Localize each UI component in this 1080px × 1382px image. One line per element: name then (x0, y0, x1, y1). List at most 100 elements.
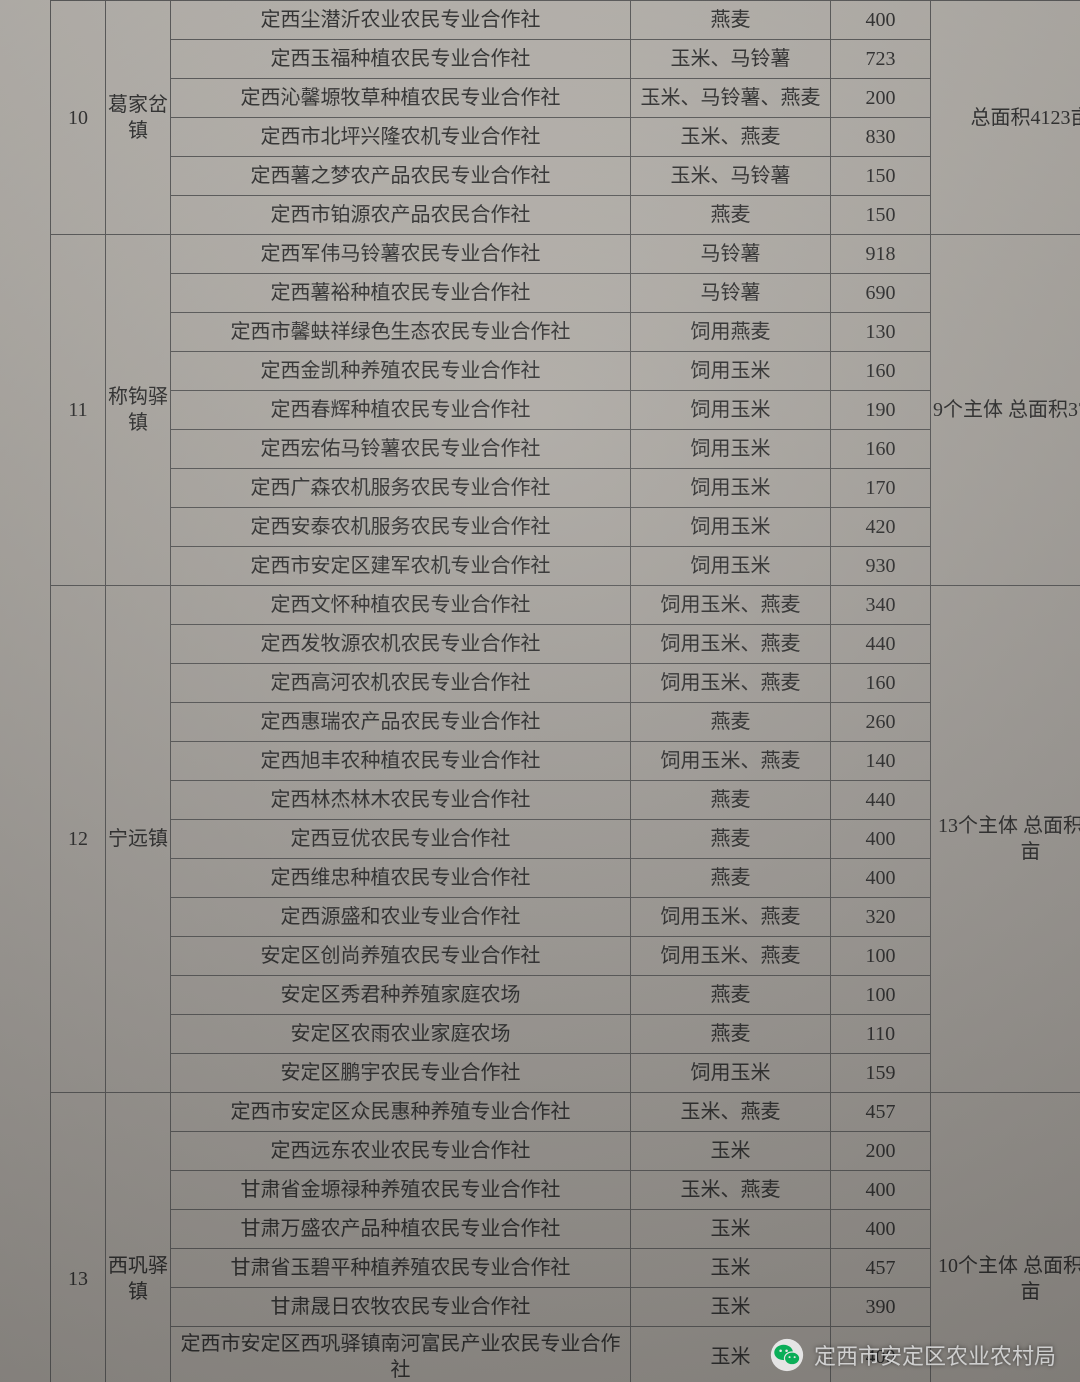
wechat-icon (770, 1338, 804, 1372)
table-row: 定西安泰农机服务农民专业合作社饲用玉米420 (51, 508, 1080, 547)
cell-cooperative-name: 定西广森农机服务农民专业合作社 (171, 469, 631, 508)
cell-crop: 玉米、马铃薯、燕麦 (631, 79, 831, 118)
cell-cooperative-name: 定西维忠种植农民专业合作社 (171, 859, 631, 898)
document-page: 10葛家岔镇定西尘潜沂农业农民专业合作社燕麦400总面积4123亩定西玉福种植农… (0, 0, 1080, 1382)
table-row: 定西薯之梦农产品农民专业合作社玉米、马铃薯150 (51, 157, 1080, 196)
table-row: 定西玉福种植农民专业合作社玉米、马铃薯723 (51, 40, 1080, 79)
table-row: 定西广森农机服务农民专业合作社饲用玉米170 (51, 469, 1080, 508)
table-row: 定西宏佑马铃薯农民专业合作社饲用玉米160 (51, 430, 1080, 469)
cell-crop: 饲用玉米 (631, 430, 831, 469)
footer-source: 定西市安定区农业农村局 (770, 1338, 1056, 1372)
cell-cooperative-name: 定西市北坪兴隆农机专业合作社 (171, 118, 631, 157)
table-row: 定西薯裕种植农民专业合作社马铃薯690 (51, 274, 1080, 313)
cell-area: 150 (831, 157, 931, 196)
cell-crop: 玉米、燕麦 (631, 118, 831, 157)
cell-area: 260 (831, 703, 931, 742)
cell-cooperative-name: 定西市馨蚨祥绿色生态农民专业合作社 (171, 313, 631, 352)
table-row: 定西豆优农民专业合作社燕麦400 (51, 820, 1080, 859)
cell-cooperative-name: 定西豆优农民专业合作社 (171, 820, 631, 859)
cell-seq: 11 (51, 235, 106, 586)
table-row: 定西远东农业农民专业合作社玉米200 (51, 1132, 1080, 1171)
table-row: 10葛家岔镇定西尘潜沂农业农民专业合作社燕麦400总面积4123亩 (51, 1, 1080, 40)
cell-crop: 饲用玉米 (631, 391, 831, 430)
cell-area: 400 (831, 1, 931, 40)
cell-cooperative-name: 定西宏佑马铃薯农民专业合作社 (171, 430, 631, 469)
cell-cooperative-name: 定西市安定区西巩驿镇南河富民产业农民专业合作社 (171, 1327, 631, 1382)
cell-cooperative-name: 定西尘潜沂农业农民专业合作社 (171, 1, 631, 40)
cell-cooperative-name: 定西高河农机农民专业合作社 (171, 664, 631, 703)
table-row: 甘肃省金塬禄种养殖农民专业合作社玉米、燕麦400 (51, 1171, 1080, 1210)
table-row: 定西市馨蚨祥绿色生态农民专业合作社饲用燕麦130 (51, 313, 1080, 352)
cell-area: 390 (831, 1288, 931, 1327)
cell-area: 930 (831, 547, 931, 586)
cell-crop: 燕麦 (631, 859, 831, 898)
table-row: 甘肃万盛农产品种植农民专业合作社玉米400 (51, 1210, 1080, 1249)
cell-crop: 饲用玉米、燕麦 (631, 664, 831, 703)
cell-area: 723 (831, 40, 931, 79)
cell-cooperative-name: 安定区农雨农业家庭农场 (171, 1015, 631, 1054)
cell-crop: 燕麦 (631, 1, 831, 40)
cell-summary: 13个主体 总面积3369亩 (931, 586, 1080, 1093)
cell-cooperative-name: 甘肃省玉碧平种植养殖农民专业合作社 (171, 1249, 631, 1288)
cell-cooperative-name: 定西林杰林木农民专业合作社 (171, 781, 631, 820)
cell-area: 160 (831, 352, 931, 391)
cell-crop: 燕麦 (631, 196, 831, 235)
cell-area: 690 (831, 274, 931, 313)
cell-crop: 玉米、燕麦 (631, 1093, 831, 1132)
cell-area: 457 (831, 1249, 931, 1288)
table-row: 甘肃晟日农牧农民专业合作社玉米390 (51, 1288, 1080, 1327)
cell-area: 400 (831, 1210, 931, 1249)
cell-crop: 玉米、燕麦 (631, 1171, 831, 1210)
cell-area: 130 (831, 313, 931, 352)
table-row: 安定区秀君种养殖家庭农场燕麦100 (51, 976, 1080, 1015)
cell-area: 440 (831, 781, 931, 820)
cell-area: 170 (831, 469, 931, 508)
cell-crop: 饲用玉米、燕麦 (631, 742, 831, 781)
cell-cooperative-name: 安定区秀君种养殖家庭农场 (171, 976, 631, 1015)
cell-cooperative-name: 定西文怀种植农民专业合作社 (171, 586, 631, 625)
cell-summary: 9个主体 总面积3768亩 (931, 235, 1080, 586)
cell-area: 150 (831, 196, 931, 235)
cell-cooperative-name: 定西发牧源农机农民专业合作社 (171, 625, 631, 664)
table-row: 定西沁馨塬牧草种植农民专业合作社玉米、马铃薯、燕麦200 (51, 79, 1080, 118)
cell-crop: 饲用玉米 (631, 1054, 831, 1093)
table-row: 12宁远镇定西文怀种植农民专业合作社饲用玉米、燕麦34013个主体 总面积336… (51, 586, 1080, 625)
table-row: 定西林杰林木农民专业合作社燕麦440 (51, 781, 1080, 820)
cell-cooperative-name: 定西旭丰农种植农民专业合作社 (171, 742, 631, 781)
cell-crop: 燕麦 (631, 820, 831, 859)
table-row: 定西维忠种植农民专业合作社燕麦400 (51, 859, 1080, 898)
table-row: 定西高河农机农民专业合作社饲用玉米、燕麦160 (51, 664, 1080, 703)
cell-cooperative-name: 定西市安定区建军农机专业合作社 (171, 547, 631, 586)
cell-crop: 玉米、马铃薯 (631, 40, 831, 79)
table-row: 安定区农雨农业家庭农场燕麦110 (51, 1015, 1080, 1054)
cell-summary: 总面积4123亩 (931, 1, 1080, 235)
cell-town: 宁远镇 (106, 586, 171, 1093)
cell-crop: 燕麦 (631, 976, 831, 1015)
cell-crop: 马铃薯 (631, 235, 831, 274)
cell-cooperative-name: 甘肃万盛农产品种植农民专业合作社 (171, 1210, 631, 1249)
footer-text: 定西市安定区农业农村局 (814, 1339, 1056, 1371)
table-row: 定西市铂源农产品农民合作社燕麦150 (51, 196, 1080, 235)
cell-area: 440 (831, 625, 931, 664)
cell-crop: 饲用玉米 (631, 508, 831, 547)
cell-crop: 燕麦 (631, 781, 831, 820)
cell-area: 159 (831, 1054, 931, 1093)
cell-area: 400 (831, 1171, 931, 1210)
table-row: 安定区创尚养殖农民专业合作社饲用玉米、燕麦100 (51, 937, 1080, 976)
cell-crop: 饲用玉米 (631, 547, 831, 586)
cell-crop: 燕麦 (631, 703, 831, 742)
cell-cooperative-name: 甘肃省金塬禄种养殖农民专业合作社 (171, 1171, 631, 1210)
table-row: 定西旭丰农种植农民专业合作社饲用玉米、燕麦140 (51, 742, 1080, 781)
cell-area: 200 (831, 79, 931, 118)
cell-town: 西巩驿镇 (106, 1093, 171, 1382)
cell-area: 457 (831, 1093, 931, 1132)
cell-crop: 饲用玉米、燕麦 (631, 586, 831, 625)
cell-crop: 饲用玉米、燕麦 (631, 898, 831, 937)
cell-crop: 饲用玉米 (631, 352, 831, 391)
cell-area: 400 (831, 820, 931, 859)
cell-seq: 10 (51, 1, 106, 235)
cell-cooperative-name: 定西远东农业农民专业合作社 (171, 1132, 631, 1171)
cell-cooperative-name: 定西市安定区众民惠种养殖专业合作社 (171, 1093, 631, 1132)
table-row: 定西市安定区建军农机专业合作社饲用玉米930 (51, 547, 1080, 586)
cell-area: 830 (831, 118, 931, 157)
